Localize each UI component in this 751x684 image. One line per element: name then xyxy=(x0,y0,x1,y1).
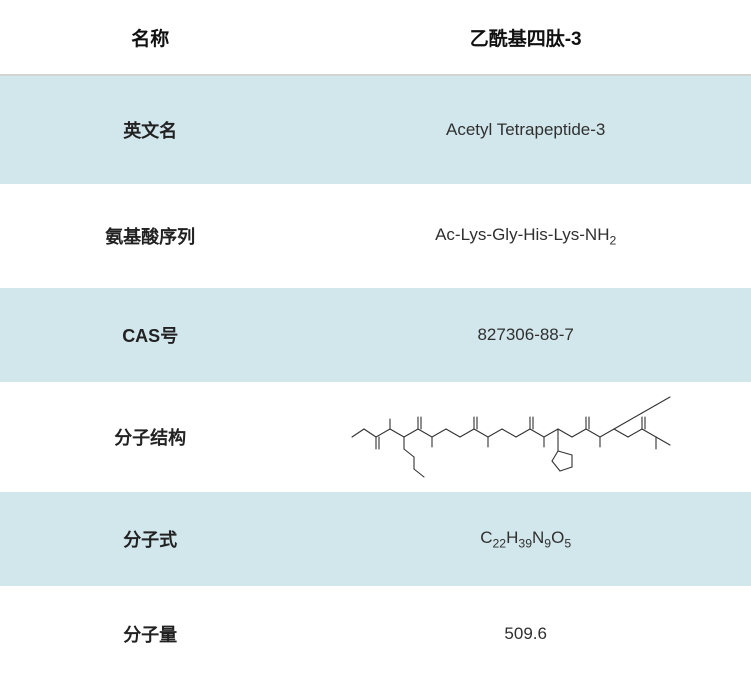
label-cas: CAS号 xyxy=(0,322,300,348)
row-cas: CAS号 827306-88-7 xyxy=(0,288,751,382)
label-formula: 分子式 xyxy=(0,526,300,552)
label-sequence: 氨基酸序列 xyxy=(0,223,300,249)
value-english-name: Acetyl Tetrapeptide-3 xyxy=(300,120,751,140)
properties-table: 名称 乙酰基四肽-3 英文名 Acetyl Tetrapeptide-3 氨基酸… xyxy=(0,0,751,682)
value-formula: C22H39N9O5 xyxy=(300,528,751,550)
label-structure: 分子结构 xyxy=(0,424,300,450)
table-header-row: 名称 乙酰基四肽-3 xyxy=(0,0,751,76)
row-structure: 分子结构 xyxy=(0,382,751,492)
value-structure xyxy=(300,387,751,487)
label-english-name: 英文名 xyxy=(0,117,300,143)
row-sequence: 氨基酸序列 Ac-Lys-Gly-His-Lys-NH2 xyxy=(0,184,751,288)
label-weight: 分子量 xyxy=(0,621,300,647)
value-sequence: Ac-Lys-Gly-His-Lys-NH2 xyxy=(300,225,751,247)
formula-text: C22H39N9O5 xyxy=(480,528,571,547)
value-cas: 827306-88-7 xyxy=(300,325,751,345)
header-label: 名称 xyxy=(0,24,300,51)
molecular-structure-diagram xyxy=(346,391,706,483)
row-formula: 分子式 C22H39N9O5 xyxy=(0,492,751,586)
header-value: 乙酰基四肽-3 xyxy=(300,24,751,51)
row-english-name: 英文名 Acetyl Tetrapeptide-3 xyxy=(0,76,751,184)
value-weight: 509.6 xyxy=(300,624,751,644)
sequence-text: Ac-Lys-Gly-His-Lys-NH2 xyxy=(435,225,616,244)
row-weight: 分子量 509.6 xyxy=(0,586,751,682)
